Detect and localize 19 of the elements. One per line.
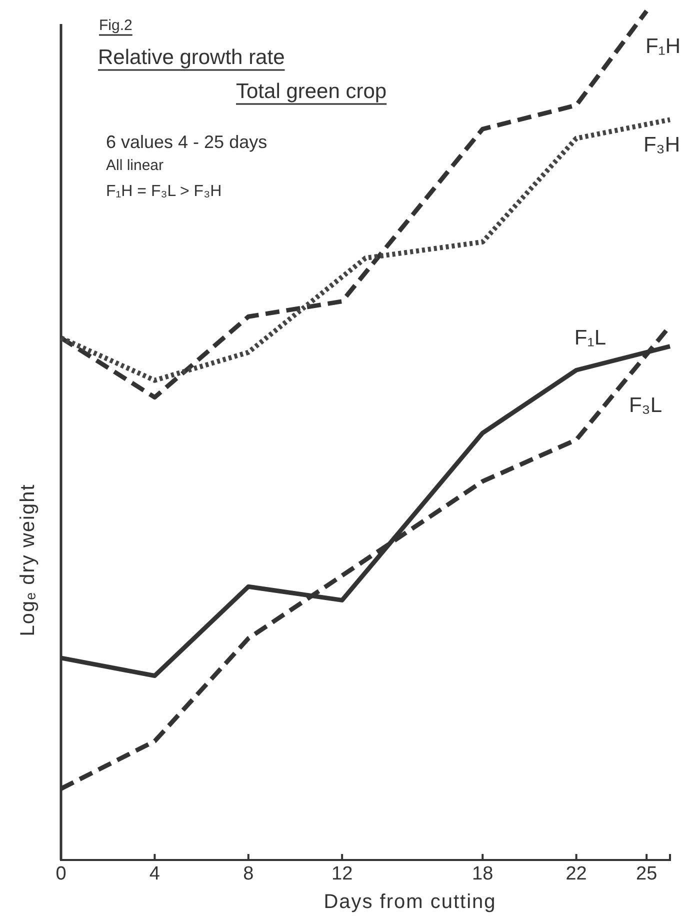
series-label: F₃L (628, 394, 662, 417)
annotation: All linear (106, 157, 164, 174)
series-label: F₁H (645, 35, 681, 58)
annotation: 6 values 4 - 25 days (106, 132, 268, 152)
series-label: F₁L (574, 326, 606, 350)
text: Total green crop (236, 80, 387, 103)
x-tick-label: 0 (56, 863, 66, 884)
x-tick-label: 4 (149, 863, 160, 884)
text: Relative growth rate (98, 46, 285, 69)
annotation: F₁H = F₃L > F₃H (106, 183, 222, 200)
annotation: Fig.2 (99, 17, 132, 34)
x-tick-label: 8 (243, 863, 254, 884)
series-label: F₃H (643, 134, 680, 157)
x-tick-label: 25 (636, 863, 658, 884)
y-axis-title: Logₑ dry weight (17, 484, 39, 636)
x-tick-label: 22 (566, 863, 587, 884)
x-tick-label: 12 (332, 863, 353, 884)
x-tick-label: 18 (472, 863, 494, 884)
x-axis-title: Days from cutting (324, 891, 496, 913)
